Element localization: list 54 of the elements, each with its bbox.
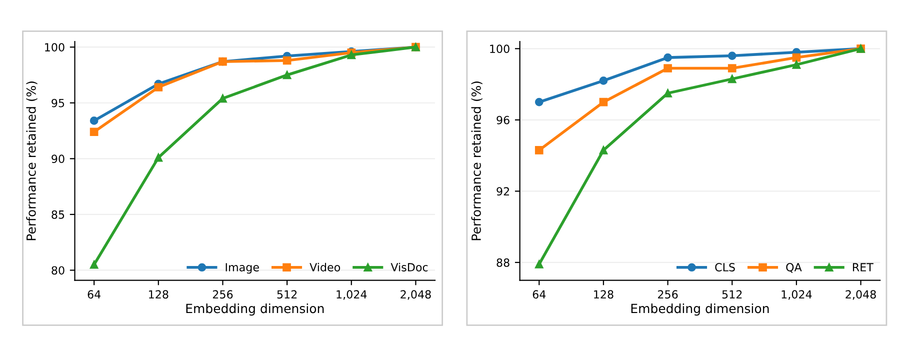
point (534, 98, 544, 106)
point (534, 146, 544, 154)
y-tick-label: 80 (52, 266, 64, 275)
point (218, 94, 227, 103)
y-tick-label: 96 (496, 116, 510, 124)
point (90, 260, 98, 269)
x-axis-title: Embedding dimension (631, 304, 769, 316)
x-tick-label: 2,048 (400, 290, 431, 300)
x-tick-label: 1,024 (336, 290, 367, 300)
y-axis-title: Performance retained (%) (471, 82, 482, 240)
point (599, 76, 608, 85)
y-axis-title: Performance retained (%) (26, 82, 38, 240)
legend-label: Image (226, 263, 259, 274)
legend-label: QA (786, 263, 802, 273)
y-tick-label: 100 (45, 43, 64, 52)
y-tick-label: 100 (490, 44, 510, 54)
legend-label: Video (310, 262, 340, 272)
point (534, 260, 544, 268)
point (728, 74, 736, 84)
point (664, 64, 672, 72)
y-tick-label: 85 (52, 210, 64, 219)
x-tick-label: 128 (149, 290, 168, 299)
x-tick-label: 256 (658, 290, 678, 299)
point (282, 70, 292, 80)
x-tick-label: 2,048 (846, 290, 876, 300)
point (282, 56, 292, 65)
point (599, 146, 608, 154)
point (792, 60, 801, 69)
legend-label: VisDoc (390, 262, 428, 272)
legend-label: CLS (715, 263, 735, 272)
legend-label: RET (852, 263, 874, 272)
point (728, 52, 736, 60)
x-tick-label: 256 (212, 290, 233, 299)
y-tick-label: 95 (52, 98, 64, 108)
point (599, 98, 608, 106)
point (728, 64, 736, 72)
point (664, 89, 672, 98)
point (90, 128, 98, 136)
x-tick-label: 1,024 (782, 290, 812, 300)
point (154, 83, 163, 92)
x-tick-label: 512 (277, 290, 297, 299)
point (664, 53, 672, 62)
x-axis-title: Embedding dimension (186, 304, 324, 316)
y-tick-label: 92 (496, 187, 510, 196)
point (90, 116, 98, 125)
point (792, 53, 801, 62)
point (154, 153, 163, 162)
x-tick-label: 512 (722, 290, 742, 299)
x-tick-label: 64 (532, 290, 546, 299)
point (347, 50, 356, 60)
y-tick-label: 90 (52, 154, 64, 164)
y-tick-label: 88 (496, 258, 510, 267)
x-tick-label: 64 (88, 290, 101, 299)
x-tick-label: 128 (594, 290, 614, 299)
